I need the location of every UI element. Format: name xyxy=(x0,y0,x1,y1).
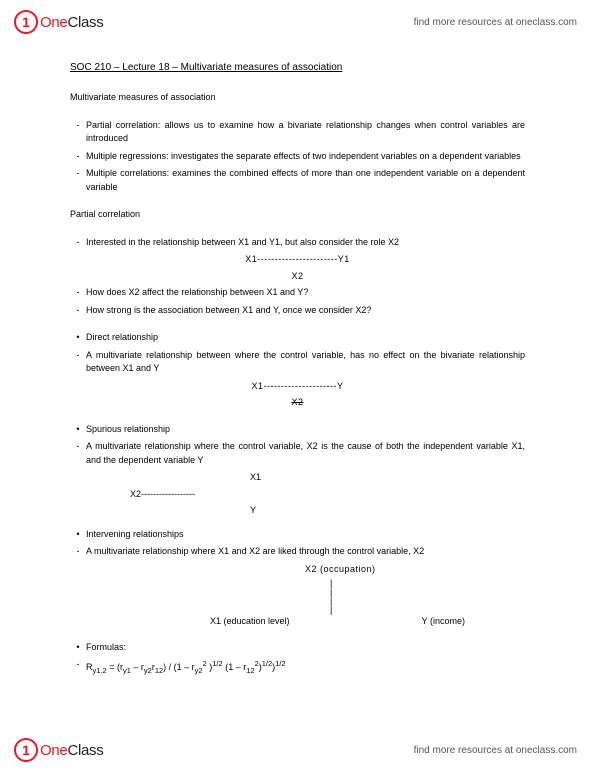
header: OneClass find more resources at oneclass… xyxy=(0,0,595,40)
diagram-label: Y (income) xyxy=(422,615,465,629)
document-body: SOC 210 – Lecture 18 – Multivariate meas… xyxy=(0,40,595,690)
list-item: -Multiple correlations: examines the com… xyxy=(70,167,525,194)
diagram-line: X2------------------ xyxy=(70,488,525,502)
bullet-list: -Partial correlation: allows us to exami… xyxy=(70,119,525,195)
list-item: -How does X2 affect the relationship bet… xyxy=(70,286,525,300)
diagram-line: X1-----------------------Y1 xyxy=(70,253,525,267)
section-head: Multivariate measures of association xyxy=(70,91,525,105)
diagram-line: Y xyxy=(70,504,525,518)
footer: OneClass find more resources at oneclass… xyxy=(0,738,595,762)
formula: - Ry1.2 = (ry1 – ry2r12) / (1 – ry22 )1/… xyxy=(70,658,525,676)
bullet-list: -Interested in the relationship between … xyxy=(70,236,525,318)
brand-logo: OneClass xyxy=(14,10,103,34)
logo-icon xyxy=(14,10,38,34)
diagram-label: X1 (education level) xyxy=(210,615,290,629)
brand-logo: OneClass xyxy=(14,738,103,762)
brand-class: Class xyxy=(67,14,103,31)
vertical-bar: |||| xyxy=(330,579,525,615)
strike-text: X2 xyxy=(291,397,303,407)
brand-text: OneClass xyxy=(40,742,103,759)
section-head: Partial correlation xyxy=(70,208,525,222)
logo-icon xyxy=(14,738,38,762)
formula-text: Ry1.2 = (ry1 – ry2r12) / (1 – ry22 )1/2 … xyxy=(86,658,525,676)
diagram-line: X1---------------------Y xyxy=(70,380,525,394)
brand-one: One xyxy=(40,742,67,759)
list-item: Direct relationship xyxy=(70,331,525,345)
diagram-line: X2 xyxy=(70,396,525,410)
brand-text: OneClass xyxy=(40,14,103,31)
brand-class: Class xyxy=(67,742,103,759)
list-item: -A multivariate relationship between whe… xyxy=(70,349,525,376)
list-item: -Interested in the relationship between … xyxy=(70,236,525,250)
list-item: -A multivariate relationship where X1 an… xyxy=(70,545,525,559)
diagram-row: X1 (education level) Y (income) xyxy=(70,615,525,629)
diagram-line: X2 xyxy=(70,270,525,284)
list-item: -Partial correlation: allows us to exami… xyxy=(70,119,525,146)
footer-link[interactable]: find more resources at oneclass.com xyxy=(414,745,577,756)
list-item: Formulas: xyxy=(70,641,525,655)
page-title: SOC 210 – Lecture 18 – Multivariate meas… xyxy=(70,60,525,75)
diagram-line: X1 xyxy=(70,471,525,485)
header-link[interactable]: find more resources at oneclass.com xyxy=(414,17,577,28)
brand-one: One xyxy=(40,14,67,31)
list-item: Intervening relationships xyxy=(70,528,525,542)
list-item: Spurious relationship xyxy=(70,423,525,437)
diagram-line: X2 (occupation) xyxy=(70,563,525,577)
list-item: -How strong is the association between X… xyxy=(70,304,525,318)
list-item: -Multiple regressions: investigates the … xyxy=(70,150,525,164)
list-item: -A multivariate relationship where the c… xyxy=(70,440,525,467)
